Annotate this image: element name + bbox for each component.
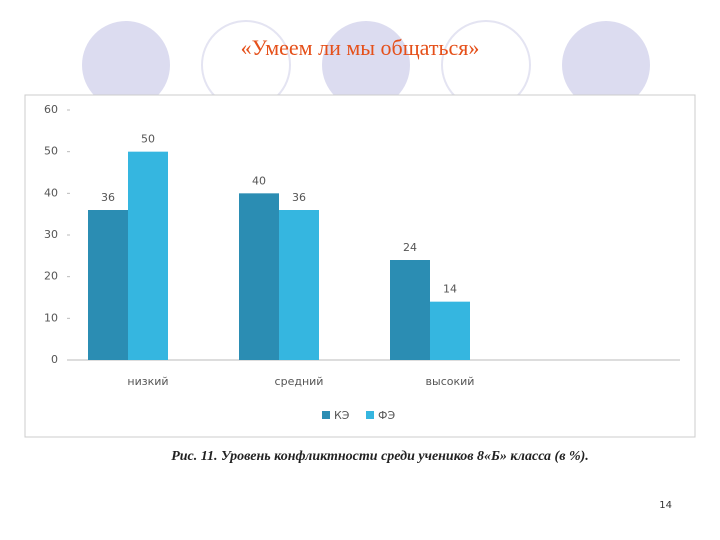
value-label: 40 — [252, 174, 266, 187]
decor-circles — [82, 20, 650, 110]
x-tick-label: низкий — [127, 375, 168, 388]
y-tick-label: 30 — [44, 228, 58, 241]
legend-swatch — [366, 411, 374, 419]
value-label: 36 — [101, 191, 115, 204]
legend-swatch — [322, 411, 330, 419]
page-number: 14 — [659, 500, 672, 511]
value-label: 14 — [443, 283, 457, 296]
y-tick-label: 10 — [44, 311, 58, 324]
bar — [390, 260, 430, 360]
y-tick-label: 20 — [44, 270, 58, 283]
y-tick-label: 40 — [44, 186, 58, 199]
bar — [128, 151, 168, 360]
bar — [430, 301, 470, 360]
value-label: 36 — [292, 191, 306, 204]
x-tick-label: высокий — [426, 375, 475, 388]
y-tick-label: 50 — [44, 145, 58, 158]
x-tick-label: средний — [275, 375, 324, 388]
bar — [88, 210, 128, 360]
value-label: 24 — [403, 241, 417, 254]
caption: Рис. 11. Уровень конфликтности среди уче… — [171, 449, 589, 464]
value-label: 50 — [141, 133, 155, 146]
y-tick-label: 60 — [44, 103, 58, 116]
slide-title: «Умеем ли мы общаться» — [241, 35, 480, 60]
y-tick-label: 0 — [51, 353, 58, 366]
bar — [239, 193, 279, 360]
legend-label: ФЭ — [378, 409, 395, 422]
bar — [279, 210, 319, 360]
legend-label: КЭ — [334, 409, 350, 422]
